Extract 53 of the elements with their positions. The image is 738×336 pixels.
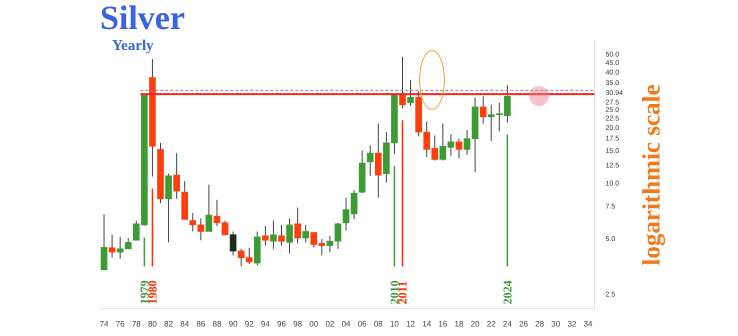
candlestick	[100, 214, 108, 270]
candlestick	[165, 173, 172, 243]
x-tick-label: 20	[470, 319, 480, 328]
x-tick-label: 80	[148, 319, 158, 328]
candlestick	[374, 123, 382, 198]
candlestick	[407, 79, 414, 107]
x-tick-label: 74	[100, 319, 110, 328]
x-tick-label: 24	[502, 319, 512, 328]
x-tick-label: 94	[260, 319, 270, 328]
x-tick-label: 98	[293, 319, 303, 328]
x-tick-label: 02	[325, 319, 335, 328]
x-tick-label: 26	[519, 319, 528, 328]
candlestick	[302, 224, 310, 243]
candlestick	[230, 230, 236, 256]
candlestick	[294, 206, 301, 244]
x-tick-label: 96	[277, 319, 286, 328]
candlestick	[173, 152, 180, 200]
x-tick-label: 14	[422, 319, 432, 328]
x-tick-label: 32	[567, 319, 577, 328]
x-tick-label: 16	[438, 319, 448, 328]
candlestick	[262, 225, 269, 246]
x-tick-label: 18	[454, 319, 464, 328]
x-tick-label: 04	[342, 319, 352, 328]
candlestick	[456, 138, 462, 159]
candlestick	[480, 96, 486, 124]
x-tick-label: 00	[309, 319, 319, 328]
x-tick-label: 12	[406, 319, 416, 328]
candlestick	[366, 144, 374, 176]
candlestick	[278, 224, 285, 246]
text: logarithmic scale	[639, 84, 667, 266]
x-tick-label: 88	[212, 319, 222, 328]
x-tick-label: 82	[164, 319, 174, 328]
x-tick-label: 86	[196, 319, 206, 328]
x-tick-label: 92	[244, 319, 254, 328]
candlestick	[108, 234, 116, 258]
ref-line-label: 2024	[500, 280, 514, 304]
x-tick-label: 28	[535, 319, 545, 328]
x-tick-label: 90	[228, 319, 238, 328]
chart-subtitle: Yearly	[112, 38, 154, 55]
candlestick	[286, 218, 293, 254]
x-tick-label: 10	[390, 319, 400, 328]
x-tick-label: 84	[180, 319, 190, 328]
x-tick-label: 78	[132, 319, 142, 328]
candlestick	[399, 56, 406, 109]
candlestick	[270, 220, 277, 250]
chart-title: Silver	[100, 0, 185, 38]
x-tick-label: 30	[551, 319, 561, 328]
x-tick-label: 08	[374, 319, 384, 328]
x-tick-label: 06	[358, 319, 368, 328]
x-tick-label: 76	[116, 319, 126, 328]
x-tick-label: 34	[584, 319, 594, 328]
x-tick-label: 22	[486, 319, 496, 328]
candlestick	[206, 184, 212, 232]
